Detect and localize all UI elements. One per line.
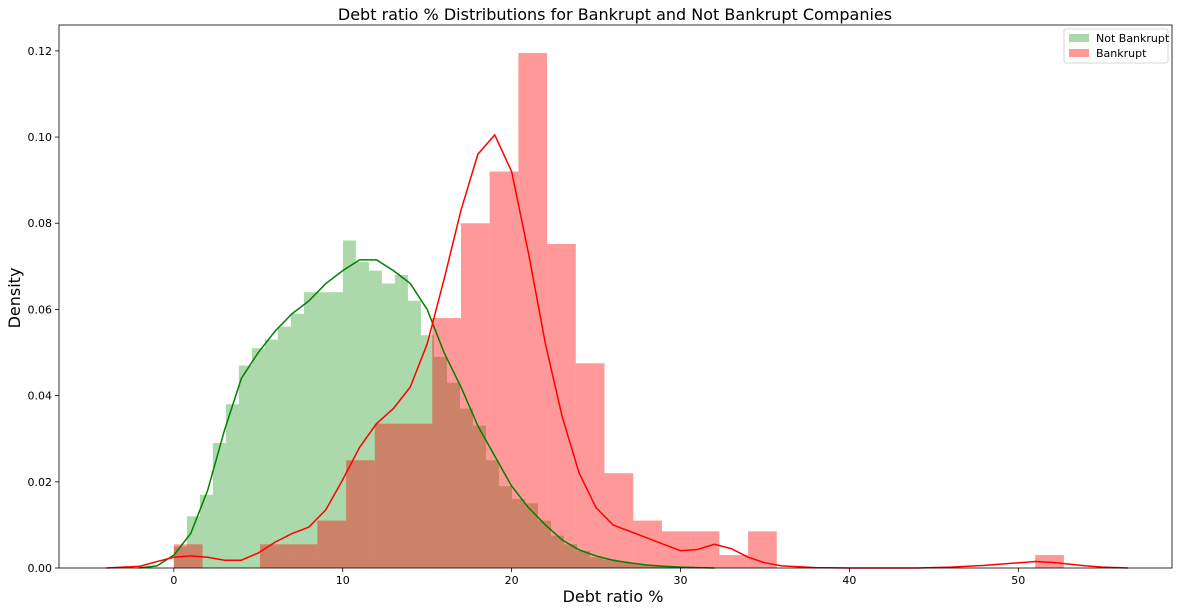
y-tick-label: 0.04 (28, 390, 53, 403)
histogram-bar (288, 544, 318, 568)
legend-label: Not Bankrupt (1096, 32, 1170, 45)
histogram-bar (264, 339, 278, 568)
y-axis: 0.00 0.02 0.04 0.06 0.08 0.10 0.12 (28, 45, 59, 575)
histogram-bar (489, 171, 519, 568)
histogram-bar (547, 243, 576, 568)
histogram-bar (346, 460, 375, 568)
histogram-bar (420, 335, 434, 568)
histogram-bar (629, 563, 643, 568)
chart-title: Debt ratio % Distributions for Bankrupt … (338, 5, 892, 24)
legend-box (1063, 28, 1169, 64)
legend: Not Bankrupt Bankrupt (1063, 28, 1170, 64)
x-tick-label: 50 (1011, 574, 1025, 587)
histogram-bar (518, 53, 548, 569)
histogram-bar (446, 382, 460, 568)
y-tick-label: 0.12 (28, 45, 53, 58)
histogram-bar (576, 550, 590, 568)
histogram-bar (212, 443, 226, 568)
y-tick-label: 0.08 (28, 217, 53, 230)
legend-swatch (1069, 49, 1089, 57)
histogram-bar (550, 535, 564, 568)
histogram-bar (603, 559, 617, 568)
y-tick-label: 0.10 (28, 131, 53, 144)
histogram-bar (303, 292, 317, 568)
histogram-bar (368, 270, 382, 568)
x-tick-label: 10 (336, 574, 350, 587)
histogram-bar (655, 565, 669, 568)
series-bars-1 (173, 53, 1064, 569)
histogram-bar (186, 516, 200, 568)
legend-label: Bankrupt (1096, 47, 1147, 60)
histogram-bar (642, 564, 656, 568)
histogram-bar (485, 460, 499, 568)
histogram-bar (329, 292, 343, 568)
histogram-bar (316, 292, 330, 568)
plot-frame (58, 24, 1173, 569)
histogram-bar (537, 520, 551, 568)
histogram-bar (589, 557, 604, 568)
histogram-bar (460, 223, 490, 568)
histogram-bar (633, 520, 662, 568)
histogram-bar (472, 425, 486, 568)
x-tick-label: 30 (674, 574, 688, 587)
y-tick-label: 0.00 (28, 562, 53, 575)
kde-line-0 (138, 259, 715, 569)
histogram-bar (238, 365, 252, 568)
histogram-bar (290, 313, 304, 568)
histogram-bar (342, 240, 356, 568)
x-tick-label: 20 (505, 574, 519, 587)
histogram-bar (374, 423, 404, 568)
histogram-bar (511, 499, 525, 568)
histogram-bar (616, 561, 630, 568)
histogram-bar (277, 326, 291, 568)
histogram-bar (433, 356, 447, 568)
histogram-bar (432, 318, 461, 568)
legend-swatch (1069, 34, 1089, 42)
histogram-bar (199, 494, 213, 568)
histogram-bar (259, 544, 289, 568)
bars-layer (173, 53, 1064, 569)
histogram-bar (563, 544, 577, 568)
histogram-bar (524, 503, 538, 568)
y-tick-label: 0.06 (28, 303, 53, 316)
histogram-bar (394, 274, 408, 568)
y-tick-label: 0.02 (28, 476, 53, 489)
histogram-bar (225, 404, 239, 568)
histogram-bar (355, 262, 369, 568)
x-tick-label: 40 (842, 574, 856, 587)
series-bars-0 (173, 240, 721, 568)
histogram-bar (317, 520, 347, 568)
histogram-bar (403, 423, 433, 568)
x-tick-label: 0 (170, 574, 177, 587)
histogram-bar (459, 408, 473, 568)
x-axis: 0 10 20 30 40 50 (170, 568, 1025, 587)
y-axis-title: Density (5, 268, 24, 329)
x-axis-title: Debt ratio % (563, 587, 664, 606)
histogram-bar (498, 486, 512, 568)
histogram-bar (381, 283, 395, 568)
histogram-bar (575, 363, 605, 568)
histogram-bar (251, 348, 265, 568)
histogram-bar (719, 555, 749, 568)
